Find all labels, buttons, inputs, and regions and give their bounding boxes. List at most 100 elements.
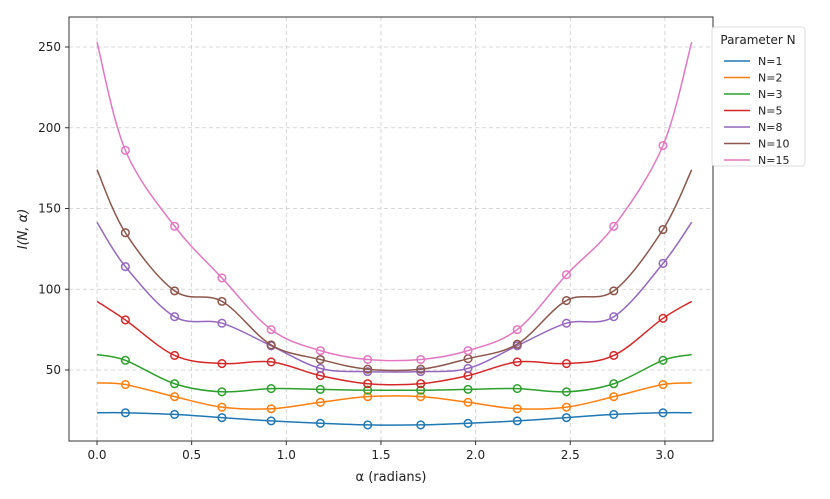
series-line-N=15 <box>96 41 693 362</box>
data-point <box>658 140 668 151</box>
data-point <box>266 357 276 367</box>
data-point <box>120 355 130 365</box>
data-point <box>658 313 668 323</box>
y-axis-label: I(N, α) <box>16 209 31 250</box>
legend-title: Parameter N <box>720 33 795 47</box>
data-point <box>609 379 619 389</box>
data-point <box>463 346 473 356</box>
legend-entry: N=15 <box>758 154 789 167</box>
grid <box>69 17 713 441</box>
data-point <box>609 409 619 419</box>
data-point <box>609 312 619 322</box>
data-point <box>363 354 373 365</box>
data-point <box>416 354 426 365</box>
data-point <box>561 296 572 306</box>
data-point <box>217 358 227 369</box>
series-line-N=1 <box>96 411 692 426</box>
data-point <box>416 385 426 395</box>
data-point <box>609 221 619 231</box>
data-point <box>561 413 572 423</box>
data-point <box>512 416 522 426</box>
data-point <box>217 387 227 397</box>
data-point <box>170 312 180 322</box>
data-point <box>363 385 373 395</box>
data-point <box>170 409 180 419</box>
data-point <box>463 418 473 428</box>
legend-entry: N=1 <box>758 55 782 68</box>
data-point <box>217 318 227 328</box>
data-point <box>658 224 668 235</box>
data-point <box>217 273 227 283</box>
data-point <box>120 408 130 418</box>
data-point <box>266 416 276 426</box>
x-tick-label: 1.5 <box>371 448 390 462</box>
y-tick-label: 250 <box>38 40 61 54</box>
data-point <box>658 258 668 268</box>
data-point <box>512 384 522 394</box>
data-point <box>416 379 426 389</box>
data-point <box>170 221 180 231</box>
data-point <box>463 363 473 373</box>
y-tick-label: 200 <box>38 121 61 135</box>
data-point <box>266 340 276 350</box>
y-tick-label: 50 <box>46 363 61 377</box>
data-point <box>266 404 276 414</box>
legend-entry: N=8 <box>758 121 782 134</box>
x-axis-label: α (radians) <box>356 470 427 485</box>
data-point <box>120 379 130 390</box>
x-tick-label: 0.0 <box>87 448 106 462</box>
data-point <box>266 325 276 335</box>
data-point <box>120 315 130 325</box>
data-point <box>658 355 668 365</box>
data-point <box>363 379 373 389</box>
data-point <box>120 262 130 272</box>
data-point <box>609 392 619 402</box>
data-point <box>315 397 325 407</box>
legend: Parameter N N=1 N=2 N=3 N=5 N=8 N=10 N=15 <box>711 26 806 167</box>
series-line-N=8 <box>96 221 693 373</box>
data-point <box>512 325 522 335</box>
data-point <box>315 346 325 356</box>
legend-entry: N=2 <box>758 72 782 85</box>
data-point <box>363 420 373 430</box>
data-point <box>315 354 325 365</box>
data-point <box>561 387 572 397</box>
data-point <box>217 402 227 412</box>
data-point <box>315 363 325 373</box>
data-point <box>363 364 373 374</box>
data-point <box>170 350 180 361</box>
ticks: 0.0 0.5 1.0 1.5 2.0 2.5 3.0 50 100 150 200 250 <box>38 40 674 462</box>
y-tick-label: 150 <box>38 202 61 216</box>
data-point <box>561 270 572 280</box>
data-point <box>463 384 473 394</box>
x-tick-label: 2.0 <box>466 448 485 462</box>
data-point <box>416 392 426 402</box>
data-point <box>658 379 668 390</box>
x-tick-label: 3.0 <box>655 448 674 462</box>
series-lines <box>96 41 693 430</box>
data-point <box>315 384 325 394</box>
x-tick-label: 1.0 <box>277 448 296 462</box>
data-point <box>561 402 572 412</box>
data-point <box>463 397 473 407</box>
data-point <box>217 296 227 306</box>
data-point <box>609 286 619 296</box>
data-point <box>512 404 522 414</box>
x-tick-label: 0.5 <box>182 448 201 462</box>
data-point <box>217 413 227 423</box>
legend-entry: N=3 <box>758 88 782 101</box>
data-point <box>315 418 325 428</box>
data-point <box>512 339 522 349</box>
data-point <box>363 392 373 402</box>
data-point <box>170 286 180 296</box>
series-line-N=10 <box>96 169 693 372</box>
data-point <box>120 228 130 238</box>
x-tick-label: 2.5 <box>561 448 580 462</box>
data-point <box>658 408 668 418</box>
data-point <box>266 384 276 394</box>
data-point <box>561 358 572 369</box>
data-point <box>170 392 180 402</box>
y-tick-label: 100 <box>38 282 61 296</box>
data-point <box>416 420 426 430</box>
